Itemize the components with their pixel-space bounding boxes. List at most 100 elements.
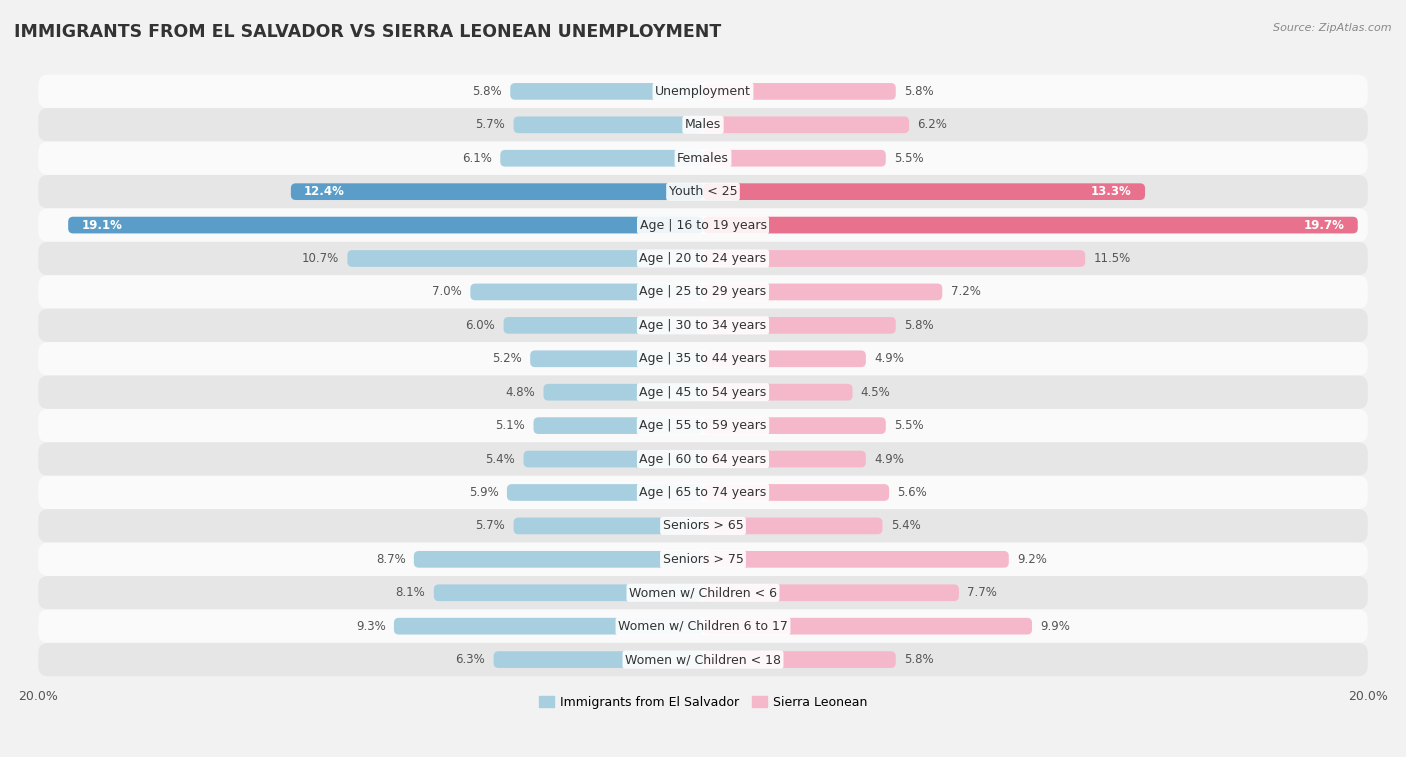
FancyBboxPatch shape <box>703 350 866 367</box>
FancyBboxPatch shape <box>38 543 1368 576</box>
Text: Youth < 25: Youth < 25 <box>669 185 737 198</box>
Text: 4.5%: 4.5% <box>860 386 890 399</box>
Text: 8.7%: 8.7% <box>375 553 405 565</box>
Text: 6.1%: 6.1% <box>463 151 492 165</box>
FancyBboxPatch shape <box>703 117 910 133</box>
Text: 5.2%: 5.2% <box>492 352 522 366</box>
FancyBboxPatch shape <box>38 375 1368 409</box>
Text: Seniors > 75: Seniors > 75 <box>662 553 744 565</box>
Text: Age | 30 to 34 years: Age | 30 to 34 years <box>640 319 766 332</box>
Text: 6.2%: 6.2% <box>917 118 948 131</box>
Text: 5.7%: 5.7% <box>475 519 505 532</box>
FancyBboxPatch shape <box>703 317 896 334</box>
FancyBboxPatch shape <box>38 142 1368 175</box>
FancyBboxPatch shape <box>523 450 703 467</box>
FancyBboxPatch shape <box>67 217 703 233</box>
Text: Age | 55 to 59 years: Age | 55 to 59 years <box>640 419 766 432</box>
FancyBboxPatch shape <box>703 618 1032 634</box>
FancyBboxPatch shape <box>38 643 1368 676</box>
Text: 5.7%: 5.7% <box>475 118 505 131</box>
Text: 9.9%: 9.9% <box>1040 620 1070 633</box>
FancyBboxPatch shape <box>38 75 1368 108</box>
Text: 5.8%: 5.8% <box>904 85 934 98</box>
Text: 12.4%: 12.4% <box>304 185 344 198</box>
FancyBboxPatch shape <box>703 450 866 467</box>
Text: 6.0%: 6.0% <box>465 319 495 332</box>
Text: 4.9%: 4.9% <box>875 352 904 366</box>
FancyBboxPatch shape <box>38 276 1368 309</box>
Text: Age | 25 to 29 years: Age | 25 to 29 years <box>640 285 766 298</box>
FancyBboxPatch shape <box>703 518 883 534</box>
Text: 5.8%: 5.8% <box>904 653 934 666</box>
FancyBboxPatch shape <box>703 217 1358 233</box>
FancyBboxPatch shape <box>434 584 703 601</box>
Text: 7.2%: 7.2% <box>950 285 980 298</box>
Text: Females: Females <box>678 151 728 165</box>
FancyBboxPatch shape <box>38 309 1368 342</box>
Text: 5.9%: 5.9% <box>468 486 499 499</box>
Text: Age | 45 to 54 years: Age | 45 to 54 years <box>640 386 766 399</box>
Text: 4.8%: 4.8% <box>505 386 536 399</box>
Text: Age | 20 to 24 years: Age | 20 to 24 years <box>640 252 766 265</box>
FancyBboxPatch shape <box>703 284 942 301</box>
Text: Women w/ Children < 6: Women w/ Children < 6 <box>628 586 778 600</box>
Text: 9.2%: 9.2% <box>1017 553 1047 565</box>
Text: 5.1%: 5.1% <box>495 419 526 432</box>
FancyBboxPatch shape <box>291 183 703 200</box>
Text: 4.9%: 4.9% <box>875 453 904 466</box>
Text: 11.5%: 11.5% <box>1094 252 1130 265</box>
FancyBboxPatch shape <box>413 551 703 568</box>
FancyBboxPatch shape <box>38 509 1368 543</box>
Text: 5.6%: 5.6% <box>897 486 927 499</box>
Text: 7.7%: 7.7% <box>967 586 997 600</box>
Text: Unemployment: Unemployment <box>655 85 751 98</box>
Text: Age | 16 to 19 years: Age | 16 to 19 years <box>640 219 766 232</box>
FancyBboxPatch shape <box>38 241 1368 276</box>
FancyBboxPatch shape <box>38 409 1368 442</box>
Text: 13.3%: 13.3% <box>1091 185 1132 198</box>
FancyBboxPatch shape <box>38 576 1368 609</box>
FancyBboxPatch shape <box>530 350 703 367</box>
FancyBboxPatch shape <box>513 518 703 534</box>
FancyBboxPatch shape <box>703 484 889 501</box>
FancyBboxPatch shape <box>703 651 896 668</box>
Text: Age | 35 to 44 years: Age | 35 to 44 years <box>640 352 766 366</box>
FancyBboxPatch shape <box>501 150 703 167</box>
FancyBboxPatch shape <box>510 83 703 100</box>
Text: Seniors > 65: Seniors > 65 <box>662 519 744 532</box>
FancyBboxPatch shape <box>703 183 1144 200</box>
Text: 5.4%: 5.4% <box>891 519 921 532</box>
FancyBboxPatch shape <box>38 342 1368 375</box>
Text: 19.7%: 19.7% <box>1303 219 1344 232</box>
Text: Women w/ Children 6 to 17: Women w/ Children 6 to 17 <box>619 620 787 633</box>
Text: 5.8%: 5.8% <box>904 319 934 332</box>
Text: 19.1%: 19.1% <box>82 219 122 232</box>
Text: Males: Males <box>685 118 721 131</box>
Text: 5.5%: 5.5% <box>894 151 924 165</box>
FancyBboxPatch shape <box>703 584 959 601</box>
Text: 5.5%: 5.5% <box>894 419 924 432</box>
FancyBboxPatch shape <box>703 551 1008 568</box>
FancyBboxPatch shape <box>38 175 1368 208</box>
FancyBboxPatch shape <box>38 108 1368 142</box>
Text: 7.0%: 7.0% <box>432 285 463 298</box>
Text: 10.7%: 10.7% <box>302 252 339 265</box>
Text: Source: ZipAtlas.com: Source: ZipAtlas.com <box>1274 23 1392 33</box>
FancyBboxPatch shape <box>471 284 703 301</box>
FancyBboxPatch shape <box>703 83 896 100</box>
FancyBboxPatch shape <box>703 250 1085 267</box>
Text: 5.8%: 5.8% <box>472 85 502 98</box>
Text: 9.3%: 9.3% <box>356 620 385 633</box>
Legend: Immigrants from El Salvador, Sierra Leonean: Immigrants from El Salvador, Sierra Leon… <box>534 690 872 714</box>
FancyBboxPatch shape <box>703 384 852 400</box>
FancyBboxPatch shape <box>703 417 886 434</box>
FancyBboxPatch shape <box>703 150 886 167</box>
FancyBboxPatch shape <box>503 317 703 334</box>
Text: IMMIGRANTS FROM EL SALVADOR VS SIERRA LEONEAN UNEMPLOYMENT: IMMIGRANTS FROM EL SALVADOR VS SIERRA LE… <box>14 23 721 41</box>
FancyBboxPatch shape <box>394 618 703 634</box>
Text: 6.3%: 6.3% <box>456 653 485 666</box>
Text: 5.4%: 5.4% <box>485 453 515 466</box>
FancyBboxPatch shape <box>347 250 703 267</box>
Text: 8.1%: 8.1% <box>395 586 426 600</box>
FancyBboxPatch shape <box>513 117 703 133</box>
